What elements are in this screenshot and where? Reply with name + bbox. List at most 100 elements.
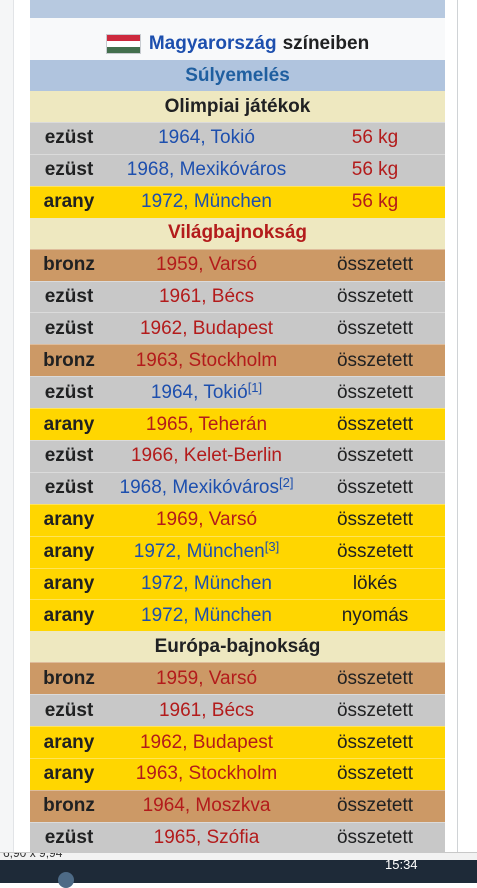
footnote-ref[interactable]: [1] <box>247 379 263 395</box>
category-label: 56 kg <box>351 159 399 181</box>
category-label: 56 kg <box>351 191 399 213</box>
category-label: összetett <box>336 349 414 371</box>
footnote-ref[interactable]: [2] <box>279 475 294 491</box>
category-label: összetett <box>336 699 414 721</box>
event-link[interactable]: 1972, München <box>108 191 305 213</box>
medal-label: ezüst <box>44 381 94 403</box>
medal-row: arany 1972, München[3] összetett <box>30 535 445 568</box>
event-link[interactable]: 1966, Kelet-Berlin <box>108 445 305 467</box>
event-text[interactable]: 1961, Bécs <box>158 286 255 307</box>
event-link[interactable]: 1965, Szófia <box>108 827 305 849</box>
category-label: összetett <box>336 445 414 467</box>
event-text[interactable]: 1969, Varsó <box>155 509 258 531</box>
event-text[interactable]: 1962, Budapest <box>139 731 274 753</box>
category-label: összetett <box>336 795 414 817</box>
event-text[interactable]: 1962, Budapest <box>139 317 274 339</box>
medal-sections: Olimpiai játékok ezüst 1964, Tokió 56 kg ezü… <box>30 91 445 854</box>
medal-row: ezüst 1962, Budapest összetett <box>30 312 445 345</box>
event-link[interactable]: 1964, Tokió[1] <box>108 379 305 404</box>
medal-label: ezüst <box>44 445 94 467</box>
category-label: összetett <box>336 254 414 276</box>
event-text[interactable]: 1968, Mexikóváros <box>119 477 279 499</box>
category-label: nyomás <box>341 604 409 626</box>
event-link[interactable]: 1969, Varsó <box>108 509 305 531</box>
event-text[interactable]: 1966, Kelet-Berlin <box>130 445 283 467</box>
status-bar: 6,90 x 9,94 <box>0 852 477 861</box>
medal-row: ezüst 1964, Tokió[1] összetett <box>30 376 445 409</box>
taskbar-clock[interactable]: 15:34 <box>385 857 418 872</box>
vertical-scrollbar[interactable] <box>457 0 477 852</box>
event-link[interactable]: 1959, Varsó <box>108 668 305 690</box>
event-text[interactable]: 1964, Tokió <box>158 127 255 149</box>
medal-label: arany <box>43 541 95 563</box>
medal-row: arany 1965, Teherán összetett <box>30 408 445 441</box>
medal-row: arany 1962, Budapest összetett <box>30 726 445 759</box>
event-link[interactable]: 1972, München[3] <box>108 539 305 563</box>
event-text[interactable]: 1959, Varsó <box>155 254 258 276</box>
event-link[interactable]: 1968, Mexikóváros[2] <box>108 475 305 499</box>
category-label: összetett <box>336 286 414 307</box>
medal-label: ezüst <box>44 286 94 307</box>
event-link[interactable]: 1962, Budapest <box>108 732 305 754</box>
event-text[interactable]: 1963, Stockholm <box>135 763 278 785</box>
event-link[interactable]: 1972, München <box>108 573 305 595</box>
medal-row: ezüst 1961, Bécs összetett <box>30 694 445 727</box>
medal-row: ezüst 1968, Mexikóváros[2] összetett <box>30 471 445 504</box>
event-link[interactable]: 1961, Bécs <box>108 700 305 722</box>
country-link[interactable]: Magyarország <box>148 32 277 54</box>
medal-row: bronz 1959, Varsó összetett <box>30 662 445 695</box>
event-link[interactable]: 1964, Moszkva <box>108 795 305 817</box>
infobox-spacer <box>30 18 445 27</box>
medal-row: bronz 1959, Varsó összetett <box>30 248 445 281</box>
event-text[interactable]: 1965, Szófia <box>153 827 260 849</box>
category-label: összetett <box>336 477 414 499</box>
medal-label: ezüst <box>44 159 94 181</box>
category-label: összetett <box>336 731 414 753</box>
flag-stripe-red <box>106 34 140 41</box>
section-header: Olimpiai játékok <box>30 91 445 122</box>
event-link[interactable]: 1964, Tokió <box>108 127 305 149</box>
event-link[interactable]: 1965, Teherán <box>108 414 305 436</box>
event-text[interactable]: 1968, Mexikóváros <box>126 159 287 181</box>
event-text[interactable]: 1963, Stockholm <box>135 349 278 371</box>
event-text[interactable]: 1965, Teherán <box>145 413 268 435</box>
event-text[interactable]: 1964, Tokió <box>150 381 248 403</box>
event-text[interactable]: 1964, Moszkva <box>142 795 271 817</box>
footnote-ref[interactable]: [3] <box>264 539 280 555</box>
event-text[interactable]: 1961, Bécs <box>158 699 255 721</box>
event-text[interactable]: 1972, München <box>141 191 272 213</box>
medal-row: arany 1972, München lökés <box>30 567 445 600</box>
medal-label: ezüst <box>44 699 94 721</box>
category-label: összetett <box>336 381 414 403</box>
medal-label: arany <box>43 509 95 531</box>
event-text[interactable]: 1972, München <box>133 541 265 563</box>
section-header: Európa-bajnokság <box>30 631 445 663</box>
event-link[interactable]: 1959, Varsó <box>108 254 305 276</box>
sport-header: Súlyemelés <box>30 60 445 91</box>
taskbar-app-icon[interactable] <box>58 872 74 888</box>
event-link[interactable]: 1962, Budapest <box>108 318 305 340</box>
event-text[interactable]: 1972, München <box>141 573 272 595</box>
event-link[interactable]: 1961, Bécs <box>108 286 305 308</box>
event-link[interactable]: 1963, Stockholm <box>108 350 305 372</box>
event-link[interactable]: 1972, München <box>108 605 305 627</box>
medal-label: ezüst <box>44 477 94 499</box>
medal-label: bronz <box>43 254 95 276</box>
medal-label: arany <box>43 731 95 753</box>
medal-label: ezüst <box>44 317 94 339</box>
medal-row: ezüst 1968, Mexikóváros 56 kg <box>30 153 445 186</box>
medal-label: ezüst <box>44 127 94 149</box>
status-dimensions: 6,90 x 9,94 <box>3 852 63 860</box>
event-link[interactable]: 1968, Mexikóváros <box>108 159 305 181</box>
event-link[interactable]: 1963, Stockholm <box>108 763 305 785</box>
infobox-title: Magyarország színeiben <box>30 27 445 60</box>
event-text[interactable]: 1972, München <box>141 604 272 626</box>
event-text[interactable]: 1959, Varsó <box>155 667 258 689</box>
title-suffix: színeiben <box>282 32 370 54</box>
medal-row: arany 1972, München nyomás <box>30 599 445 632</box>
medal-label: arany <box>43 763 95 785</box>
flag-stripe-white <box>106 40 140 47</box>
medal-label: arany <box>43 413 95 435</box>
medal-label: bronz <box>43 667 95 689</box>
category-label: összetett <box>336 763 414 785</box>
